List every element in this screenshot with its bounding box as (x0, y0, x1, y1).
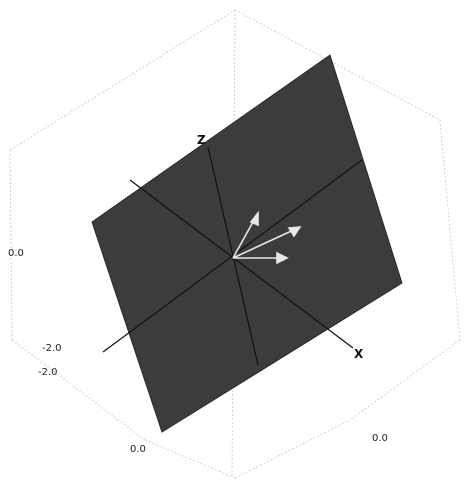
vectors (232, 210, 302, 265)
plane-surface (91, 54, 403, 433)
tick-label: 0.0 (372, 433, 388, 444)
arrow-icon (276, 251, 289, 265)
tick-label: 0.0 (130, 444, 146, 455)
diagonal-axis-line (102, 159, 363, 353)
bounding-box (9, 9, 461, 479)
x-axis-label: X (354, 347, 364, 361)
x-axis-line (129, 179, 354, 349)
arrow-icon (249, 210, 259, 227)
arrow-icon (287, 226, 302, 238)
tick-label: 0.0 (8, 248, 24, 259)
vector-3 (232, 226, 301, 259)
tick-label: -2.0 (42, 343, 62, 354)
z-axis-label: Z (197, 133, 206, 147)
tick-label: -2.0 (38, 367, 58, 378)
axis-lines (102, 146, 363, 366)
